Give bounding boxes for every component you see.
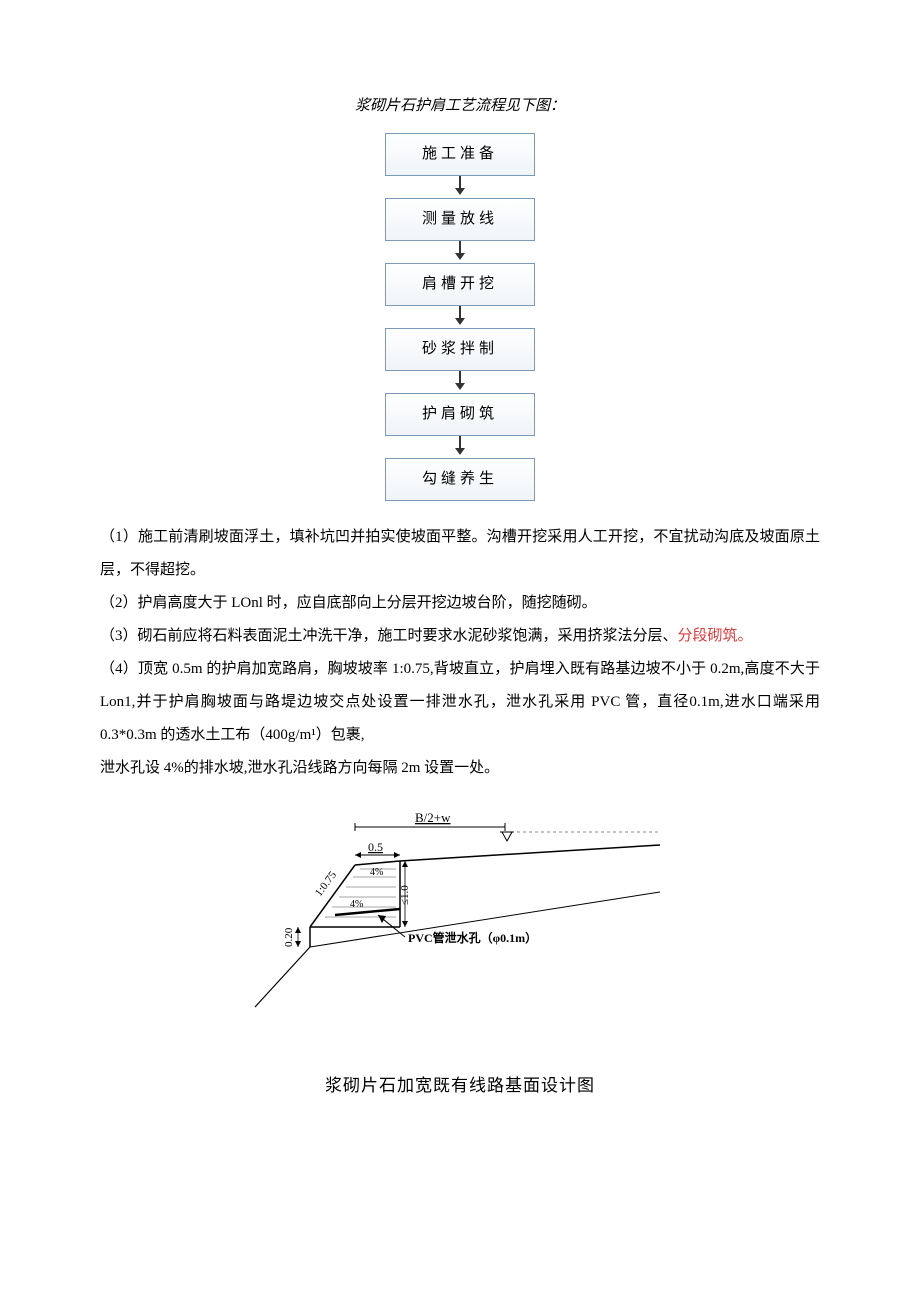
flow-step-3: 肩槽开挖 (385, 263, 535, 306)
paragraph-1: （1）施工前清刷坡面浮土，填补坑凹并拍实使坡面平整。沟槽开挖采用人工开挖，不宜扰… (100, 521, 820, 587)
label-top-width: B/2+w (415, 810, 451, 825)
paragraph-4: （4）顶宽 0.5m 的护肩加宽路肩，胸坡坡率 1:0.75,背坡直立，护肩埋入… (100, 653, 820, 752)
paragraph-3-pre: （3）砌石前应将石料表面泥土冲洗干净，施工时要求水泥砂浆饱满，采用挤浆法分层、 (100, 628, 678, 644)
label-grade-top: 4% (370, 867, 383, 878)
paragraph-5: 泄水孔设 4%的排水坡,泄水孔沿线路方向每隔 2m 设置一处。 (100, 752, 820, 785)
flow-step-5: 护肩砌筑 (385, 393, 535, 436)
flow-step-1: 施工准备 (385, 133, 535, 176)
flow-step-6: 勾缝养生 (385, 458, 535, 501)
paragraph-2: （2）护肩高度大于 LOnl 时，应自底部向上分层开挖边坡台阶，随挖随砌。 (100, 587, 820, 620)
label-depth: 0.20 (283, 927, 295, 947)
flowchart: 施工准备 测量放线 肩槽开挖 砂浆拌制 护肩砌筑 勾缝养生 (100, 133, 820, 501)
flow-step-2: 测量放线 (385, 198, 535, 241)
flow-step-4: 砂浆拌制 (385, 328, 535, 371)
paragraph-3: （3）砌石前应将石料表面泥土冲洗干净，施工时要求水泥砂浆饱满，采用挤浆法分层、分… (100, 620, 820, 653)
cross-section-svg: B/2+w 0.5 4% 1:0.75 4% PVC管泄水孔（φ0.1m） ≤1 (250, 797, 670, 1027)
paragraph-3-red: 分段砌筑。 (678, 628, 753, 644)
flowchart-title: 浆砌片石护肩工艺流程见下图： (100, 90, 820, 123)
design-diagram: B/2+w 0.5 4% 1:0.75 4% PVC管泄水孔（φ0.1m） ≤1 (100, 797, 820, 1027)
label-half-width: 0.5 (368, 840, 383, 854)
label-slope: 1:0.75 (313, 869, 340, 899)
label-pvc-pipe: PVC管泄水孔（φ0.1m） (408, 930, 537, 945)
design-caption: 浆砌片石加宽既有线路基面设计图 (100, 1067, 820, 1104)
label-grade-bot: 4% (350, 899, 363, 910)
